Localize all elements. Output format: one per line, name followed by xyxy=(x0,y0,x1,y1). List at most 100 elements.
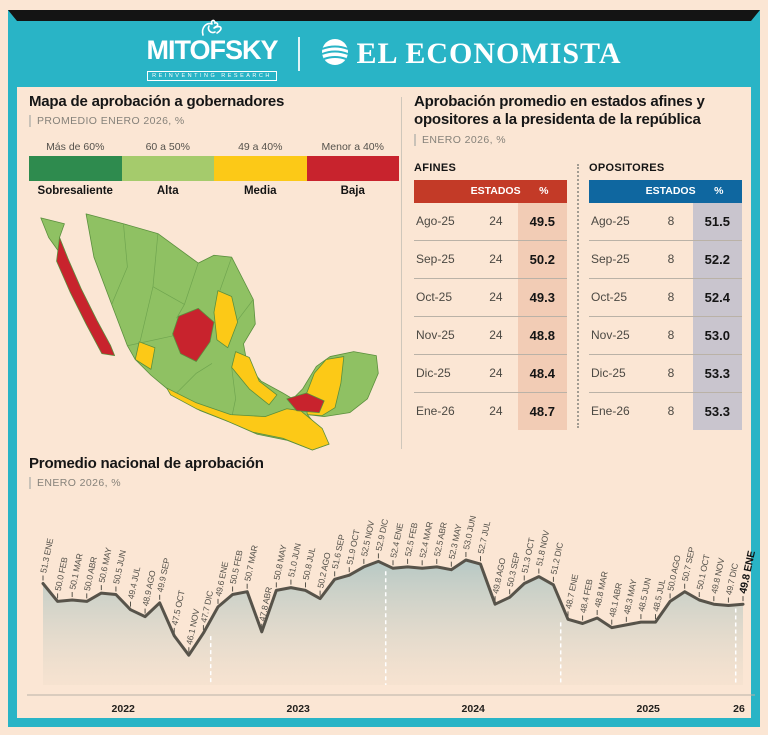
row-estados: 24 xyxy=(489,290,503,305)
economista-logo: EL ECONOMISTA xyxy=(320,37,622,72)
point-label: 52.9 DIC xyxy=(374,518,391,552)
chart-title: Promedio nacional de aprobación xyxy=(29,455,264,472)
point-label: 52.7 JUL xyxy=(476,520,493,555)
row-estados: 24 xyxy=(489,366,503,381)
table-row: Ago-25 8 51.5 xyxy=(589,202,742,241)
row-estados: 24 xyxy=(489,252,503,267)
year-axis-label: 2025 xyxy=(637,703,661,715)
legend-swatch-red xyxy=(306,156,399,182)
point-label: 50.0 AGO xyxy=(665,554,682,592)
point-label: 52.3 MAY xyxy=(447,523,464,560)
point-label: 51.0 JUN xyxy=(286,542,303,578)
point-label: 50.5 JUN xyxy=(111,549,128,585)
row-month: Dic-25 xyxy=(416,366,451,381)
rooster-icon xyxy=(199,18,225,41)
table-row: Sep-25 24 50.2 xyxy=(414,240,567,279)
table-row: Ene-26 24 48.7 xyxy=(414,392,567,430)
table-row: Ene-26 8 53.3 xyxy=(589,392,742,430)
row-estados: 8 xyxy=(667,404,675,419)
chart-subtitle: ENERO 2026, % xyxy=(29,477,741,490)
tables-title-line1: Aprobación promedio en estados afines y xyxy=(414,93,705,110)
legend-item-media: 49 a 40% Media xyxy=(214,141,307,197)
afines-label: AFINES xyxy=(414,161,457,174)
tables-panel: Aprobación promedio en estados afines y … xyxy=(414,93,742,430)
point-label: 51.3 OCT xyxy=(519,536,536,574)
point-label: 50.0 ABR xyxy=(82,556,99,592)
point-label: 52.5 NOV xyxy=(359,519,376,557)
row-estados: 24 xyxy=(489,404,503,419)
table-row: Dic-25 8 53.3 xyxy=(589,354,742,393)
year-axis-label: 2024 xyxy=(462,703,486,715)
legend-item-sobresaliente: Más de 60% Sobresaliente xyxy=(29,141,122,197)
economista-globe-icon xyxy=(320,37,350,72)
map-legend: Más de 60% Sobresaliente 60 a 50% Alta 4… xyxy=(29,141,399,197)
point-label: 49.4 JUL xyxy=(126,566,143,601)
row-estados: 8 xyxy=(667,252,675,267)
chart-line xyxy=(41,558,745,657)
row-month: Sep-25 xyxy=(416,252,455,267)
table-row: Nov-25 24 48.8 xyxy=(414,316,567,355)
row-estados: 8 xyxy=(667,328,675,343)
map-title: Mapa de aprobación a gobernadores xyxy=(29,93,285,110)
row-month: Nov-25 xyxy=(591,328,630,343)
row-month: Ago-25 xyxy=(416,214,455,229)
table-header: ESTADOS% xyxy=(414,179,567,203)
legend-swatch-yellow xyxy=(214,156,307,182)
economista-wordmark: EL ECONOMISTA xyxy=(356,37,622,70)
opositores-table: OPOSITORES ESTADOS% Ago-25 8 51.5 Sep-25 8 52.… xyxy=(589,162,742,430)
table-row: Sep-25 8 52.2 xyxy=(589,240,742,279)
row-percent: 53.0 xyxy=(692,316,742,354)
point-label: 49.9 SEP xyxy=(155,557,172,593)
mitofsky-wordmark: MITOFSKY xyxy=(146,34,278,65)
row-estados: 24 xyxy=(489,214,503,229)
legend-swatch-darkgreen xyxy=(29,156,122,182)
year-axis-label: 26 xyxy=(733,703,745,715)
logo-separator xyxy=(297,37,300,71)
row-month: Sep-25 xyxy=(591,252,630,267)
table-row: Oct-25 24 49.3 xyxy=(414,278,567,317)
mexico-map xyxy=(29,205,399,460)
table-row: Dic-25 24 48.4 xyxy=(414,354,567,393)
tables-subtitle: ENERO 2026, % xyxy=(414,133,742,146)
row-percent: 49.3 xyxy=(517,278,567,316)
row-estados: 8 xyxy=(667,366,675,381)
row-percent: 48.4 xyxy=(517,354,567,392)
point-label: 50.7 MAR xyxy=(242,544,259,582)
row-month: Dic-25 xyxy=(591,366,626,381)
row-percent: 51.5 xyxy=(692,202,742,240)
opositores-label: OPOSITORES xyxy=(589,161,665,174)
point-label: 49.8 AGO xyxy=(490,557,507,595)
legend-item-baja: Menor a 40% Baja xyxy=(306,141,399,197)
row-month: Oct-25 xyxy=(416,290,453,305)
tables-title-line2: opositores a la presidenta de la repúbli… xyxy=(414,111,701,129)
row-percent: 48.8 xyxy=(517,316,567,354)
point-label: 53.0 JUN xyxy=(461,515,478,551)
point-label: 48.4 FEB xyxy=(578,578,595,614)
table-row: Oct-25 8 52.4 xyxy=(589,278,742,317)
point-label: 51.8 NOV xyxy=(534,529,551,567)
row-month: Oct-25 xyxy=(591,290,628,305)
point-label: 51.2 DIC xyxy=(549,542,566,576)
table-row: Ago-25 24 49.5 xyxy=(414,202,567,241)
row-percent: 48.7 xyxy=(517,392,567,430)
row-month: Ene-26 xyxy=(416,404,455,419)
row-month: Ago-25 xyxy=(591,214,630,229)
row-percent: 49.5 xyxy=(517,202,567,240)
mitofsky-tagline: REINVENTING RESEARCH xyxy=(147,70,277,81)
point-label: 52.5 ABR xyxy=(432,521,449,557)
point-label: 50.8 JUL xyxy=(301,546,318,581)
point-label: 50.7 SEP xyxy=(680,546,697,582)
legend-swatch-lightgreen xyxy=(121,156,214,182)
panel-divider xyxy=(401,97,402,449)
table-header: ESTADOS% xyxy=(589,179,742,203)
mitofsky-logo: MITOFSKY REINVENTING RESEARCH xyxy=(146,19,279,82)
row-percent: 52.2 xyxy=(692,240,742,278)
point-label: 51.9 OCT xyxy=(344,528,361,566)
infographic-frame: MITOFSKY REINVENTING RESEARCH EL ECONOMI… xyxy=(8,10,760,727)
tables-dotted-separator xyxy=(577,163,579,428)
header-band: MITOFSKY REINVENTING RESEARCH EL ECONOMI… xyxy=(17,19,751,87)
point-label: 52.5 FEB xyxy=(403,521,420,557)
row-percent: 53.3 xyxy=(692,354,742,392)
afines-table: AFINES ESTADOS% Ago-25 24 49.5 Sep-25 24 50.2 O… xyxy=(414,162,567,430)
point-label: 49.8 ENE xyxy=(737,550,755,595)
